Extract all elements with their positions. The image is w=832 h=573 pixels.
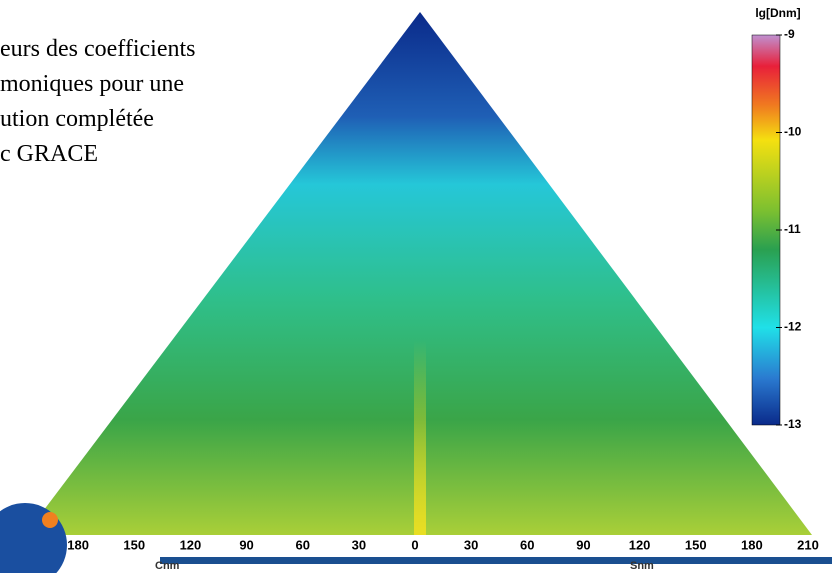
caption: eurs des coefficients moniques pour une ut…: [0, 36, 195, 167]
right-axis-label: Snm: [630, 560, 654, 572]
colorbar-tick-label: -12: [784, 320, 802, 334]
x-tick-label: 60: [295, 537, 309, 552]
caption-line: moniques pour une: [0, 71, 184, 97]
colorbar: [751, 34, 781, 426]
caption-line: c GRACE: [0, 141, 98, 167]
colorbar-tick-label: -11: [784, 222, 801, 236]
footer-bar: [160, 557, 832, 564]
caption-line: ution complétée: [0, 106, 154, 132]
logo-dot: [42, 512, 58, 528]
x-tick-label: 150: [123, 537, 145, 552]
left-axis-label: Cnm: [155, 560, 180, 572]
x-labels: 2101801501209060300306090120150180210: [11, 537, 819, 552]
x-tick-label: 120: [629, 537, 651, 552]
colorbar-ticks: -9 -10 -11 -12 -13: [776, 27, 802, 431]
x-tick-label: 60: [520, 537, 534, 552]
x-tick-label: 90: [576, 537, 590, 552]
x-tick-label: 120: [180, 537, 202, 552]
caption-line: eurs des coefficients: [0, 36, 195, 62]
colorbar-tick-label: -13: [784, 417, 802, 431]
x-tick-label: 180: [67, 537, 89, 552]
x-tick-label: 30: [352, 537, 366, 552]
x-tick-label: 210: [797, 537, 819, 552]
x-tick-label: 30: [464, 537, 478, 552]
x-tick-label: 0: [411, 537, 418, 552]
x-tick-label: 180: [741, 537, 763, 552]
zonal-stripe: [414, 340, 426, 535]
x-tick-label: 90: [239, 537, 253, 552]
colorbar-tick-label: -10: [784, 125, 802, 139]
colorbar-title: lg[Dnm]: [755, 6, 800, 20]
heatmap-triangle: [25, 12, 812, 535]
colorbar-tick-label: -9: [784, 27, 795, 41]
x-tick-label: 150: [685, 537, 707, 552]
